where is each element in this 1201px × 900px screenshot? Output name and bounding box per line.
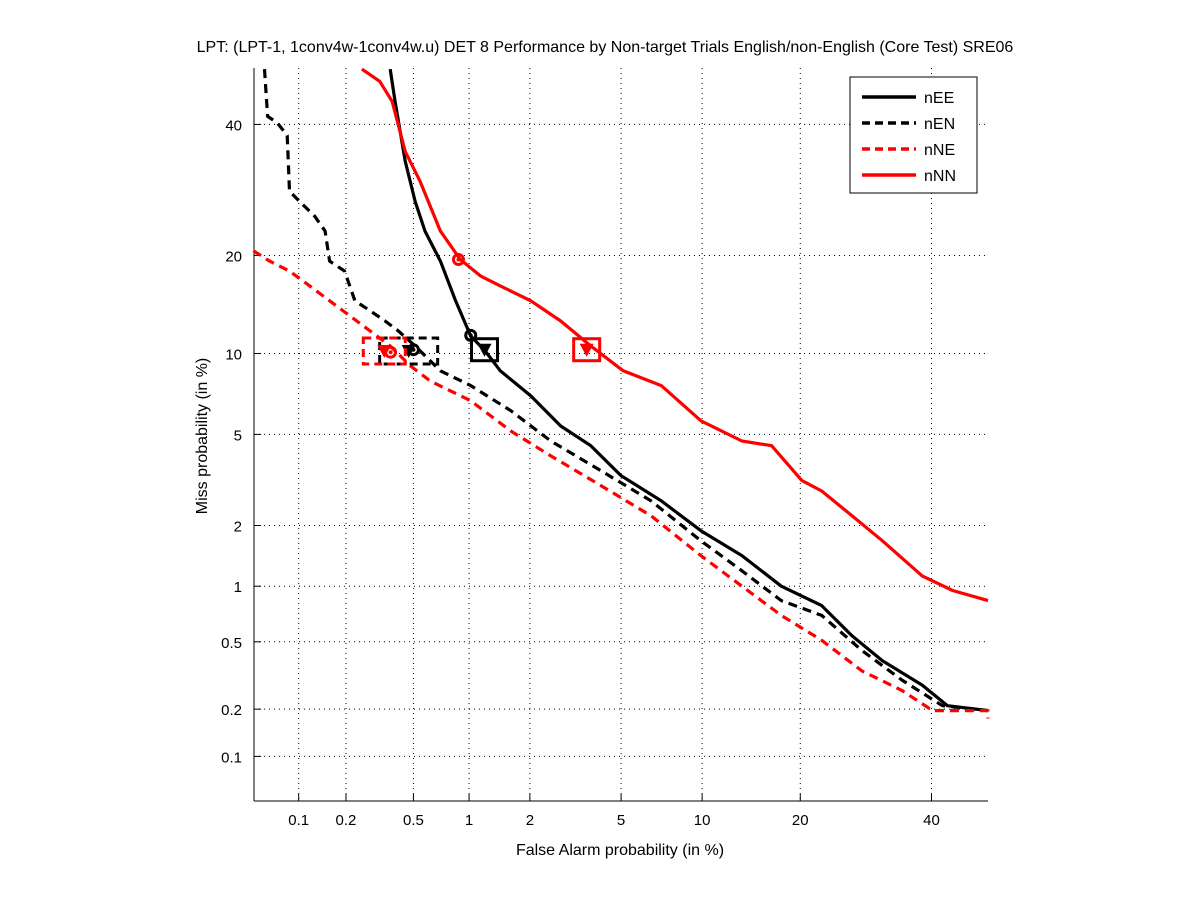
det-curve-nEE — [388, 68, 989, 713]
marker-box-nEN — [378, 336, 440, 366]
x-tick-label: 0.1 — [288, 812, 309, 829]
marker-triangle-nNN — [579, 343, 594, 357]
det-curve-nNN — [360, 67, 989, 603]
marker-triangle-nNE — [377, 344, 392, 358]
y-tick-label: 0.2 — [221, 702, 242, 719]
x-tick-label: 2 — [526, 812, 534, 829]
legend-label-nEN: nEN — [924, 116, 955, 133]
chart-title: LPT: (LPT-1, 1conv4w-1conv4w.u) DET 8 Pe… — [197, 39, 1014, 56]
x-tick-label: 10 — [694, 812, 711, 829]
y-tick-labels: 0.1 0.2 0.5 1 2 5 10 20 40 — [221, 117, 242, 766]
x-tick-label: 40 — [923, 812, 940, 829]
operating-point-markers — [361, 252, 602, 366]
axes — [253, 68, 988, 802]
y-tick-label: 5 — [234, 427, 242, 444]
y-tick-label: 0.5 — [221, 635, 242, 652]
det-curves — [252, 67, 990, 719]
marker-circle-dot-nNE — [388, 350, 393, 355]
x-tick-label: 1 — [465, 812, 473, 829]
marker-circle-dot-nEE — [468, 333, 473, 338]
marker-circle-nNN — [451, 252, 465, 266]
legend-label-nNE: nNE — [924, 142, 955, 159]
x-tick-label: 0.2 — [336, 812, 357, 829]
y-tick-label: 40 — [225, 117, 242, 134]
marker-box-nNE — [361, 336, 407, 366]
x-tick-label: 5 — [617, 812, 625, 829]
legend: nEE nEN nNE nNN — [849, 76, 978, 194]
legend-label-nEE: nEE — [924, 90, 954, 107]
marker-circle-dot-nNN — [456, 257, 461, 262]
y-tick-label: 1 — [234, 579, 242, 596]
y-tick-label: 0.1 — [221, 749, 242, 766]
y-tick-label: 2 — [234, 518, 242, 535]
x-axis-label: False Alarm probability (in %) — [516, 842, 724, 859]
y-tick-label: 20 — [225, 248, 242, 265]
marker-box-nNN — [572, 337, 602, 363]
x-tick-label: 0.5 — [403, 812, 424, 829]
x-tick-labels: 0.1 0.2 0.5 1 2 5 10 20 40 — [288, 812, 940, 829]
marker-box-nEE — [470, 337, 500, 363]
x-tick-label: 20 — [792, 812, 809, 829]
det-curve-nEN — [262, 68, 989, 713]
marker-triangle-nEE — [477, 343, 492, 357]
y-axis-label: Miss probability (in %) — [194, 358, 211, 514]
grid-lines — [254, 68, 988, 801]
y-tick-label: 10 — [225, 346, 242, 363]
legend-label-nNN: nNN — [924, 168, 956, 185]
